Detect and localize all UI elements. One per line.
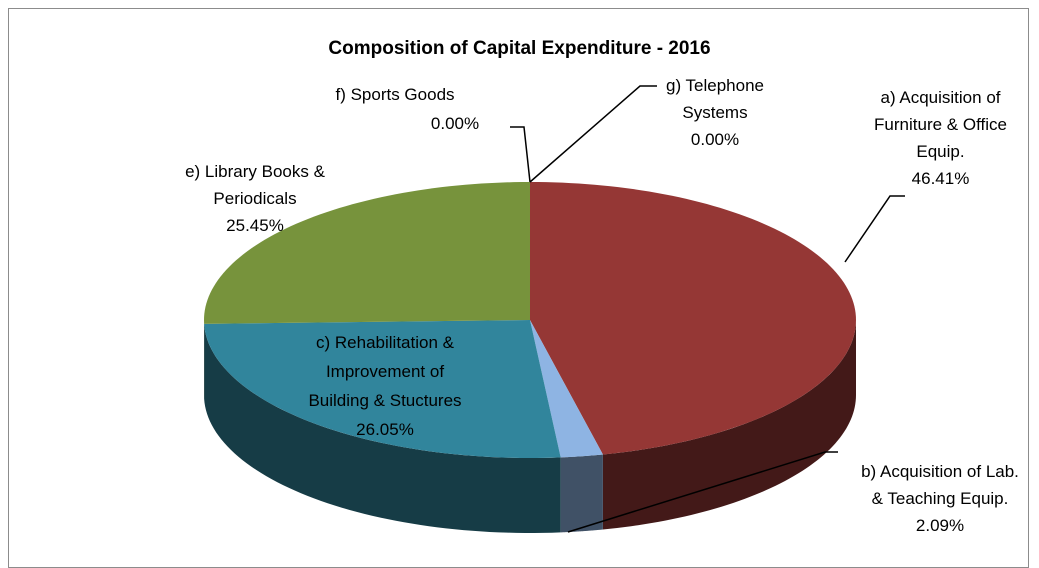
value-label: 46.41% xyxy=(858,165,1023,192)
slice-label: b) Acquisition of Lab. & Teaching Equip.… xyxy=(860,458,1020,539)
category-label: e) Library Books & Periodicals xyxy=(160,158,350,212)
value-label: 0.00% xyxy=(645,126,785,153)
category-label: a) Acquisition of Furniture & Office Equ… xyxy=(858,84,1023,165)
value-label: 26.05% xyxy=(300,415,470,444)
leader-line xyxy=(530,86,657,182)
slice-label: c) Rehabilitation & Improvement of Build… xyxy=(300,328,470,444)
value-label: 0.00% xyxy=(425,110,485,137)
slice-label: a) Acquisition of Furniture & Office Equ… xyxy=(858,84,1023,192)
value-label: 2.09% xyxy=(860,512,1020,539)
chart-title: Composition of Capital Expenditure - 201… xyxy=(0,38,1039,60)
category-label: f) Sports Goods xyxy=(295,81,495,108)
category-label: g) Telephone Systems xyxy=(645,72,785,126)
value-label: 25.45% xyxy=(160,212,350,239)
leader-line xyxy=(845,196,905,262)
category-label: c) Rehabilitation & Improvement of Build… xyxy=(300,328,470,415)
slice-side xyxy=(561,455,603,533)
category-label: b) Acquisition of Lab. & Teaching Equip. xyxy=(860,458,1020,512)
leader-line xyxy=(510,127,530,182)
